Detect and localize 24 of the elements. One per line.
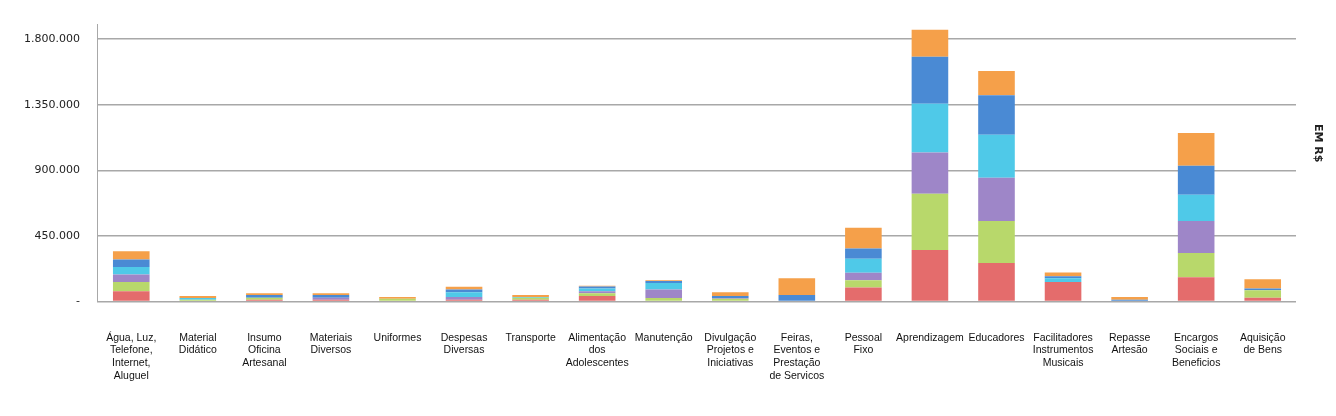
x-tick-label: Divulgação Projetos e Iniciativas <box>704 330 757 368</box>
x-tick-label: Materiais Diversos <box>309 330 353 356</box>
x-tick-label: Despesas Diversas <box>440 330 488 356</box>
x-tick-label: Pessoal Fixo <box>844 330 883 356</box>
x-tick-label: Feiras, Eventos e Prestação de Servicos <box>769 330 825 381</box>
y-tick-label: 1.800.000 <box>24 32 80 46</box>
x-tick-label: Uniformes <box>373 330 422 343</box>
x-tick-label: Alimentação dos Adolescentes <box>565 330 629 368</box>
x-tick-label: Encargos Sociais e Beneficios <box>1171 330 1221 368</box>
x-tick-label: Repasse Artesão <box>1108 330 1151 356</box>
x-tick-label: Material Didático <box>178 330 217 356</box>
x-tick-label: Transporte <box>505 330 556 343</box>
x-tick-label: Aquisição de Bens <box>1239 330 1286 356</box>
y-axis-title: EM R$ <box>1312 123 1326 163</box>
x-tick-label: Manutenção <box>634 330 693 343</box>
y-tick-label: 450.000 <box>34 228 80 242</box>
y-tick-label: - <box>76 294 80 308</box>
x-tick-label: Educadores <box>968 330 1025 343</box>
y-tick-label: 1.350.000 <box>24 97 80 111</box>
x-tick-label: Aprendizagem <box>896 330 965 343</box>
x-tick-label: Facilitadores Instrumentos Musicais <box>1032 330 1094 368</box>
x-tick-label: Insumo Oficina Artesanal <box>242 330 287 368</box>
y-tick-label: 900.000 <box>34 163 80 177</box>
x-tick-label: Água, Luz, Telefone, Internet, Aluguel <box>106 330 157 381</box>
